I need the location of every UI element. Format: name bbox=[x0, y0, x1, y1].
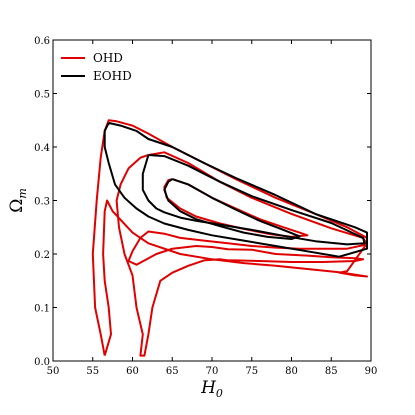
x-tick-label: 65 bbox=[166, 366, 179, 377]
x-tick-label: 85 bbox=[325, 366, 338, 377]
y-tick-label: 0.3 bbox=[34, 197, 50, 208]
y-tick-label: 0.4 bbox=[34, 143, 50, 154]
axis-ticks: 50 55 60 65 70 75 80 85 90 0.0 0.1 0.2 0.3 0.4 0.5 0.6 bbox=[34, 36, 377, 377]
y-axis-label-main: Ω bbox=[7, 199, 27, 213]
plot-frame bbox=[52, 39, 372, 362]
contour-eohd-inner bbox=[163, 178, 301, 240]
x-tick-label: 50 bbox=[47, 366, 60, 377]
contour-lines bbox=[91, 119, 368, 357]
y-tick-label: 0.2 bbox=[34, 250, 50, 261]
x-tick-label: 80 bbox=[285, 366, 298, 377]
y-tick-label: 0.1 bbox=[34, 304, 50, 315]
x-axis-label-sub: 0 bbox=[216, 387, 223, 400]
legend: OHD EOHD bbox=[61, 51, 132, 83]
y-tick-label: 0.0 bbox=[34, 357, 50, 368]
x-tick-label: 75 bbox=[245, 366, 258, 377]
contour-eohd-outer bbox=[103, 121, 368, 258]
y-tick-label: 0.5 bbox=[34, 90, 50, 101]
contour-ohd-middle bbox=[115, 151, 368, 357]
x-tick-label: 55 bbox=[86, 366, 99, 377]
y-tick-label: 0.6 bbox=[34, 36, 50, 47]
legend-label-eohd: EOHD bbox=[93, 69, 132, 83]
x-tick-label: 60 bbox=[126, 366, 139, 377]
contour-eohd-middle bbox=[141, 154, 366, 246]
x-tick-label: 90 bbox=[365, 366, 378, 377]
x-tick-label: 70 bbox=[206, 366, 219, 377]
y-axis-label-sub: m bbox=[16, 188, 29, 198]
y-axis-label: Ωm bbox=[7, 188, 29, 213]
legend-label-ohd: OHD bbox=[93, 51, 123, 65]
x-axis-label: H0 bbox=[200, 378, 223, 400]
x-axis-label-main: H bbox=[200, 378, 217, 398]
